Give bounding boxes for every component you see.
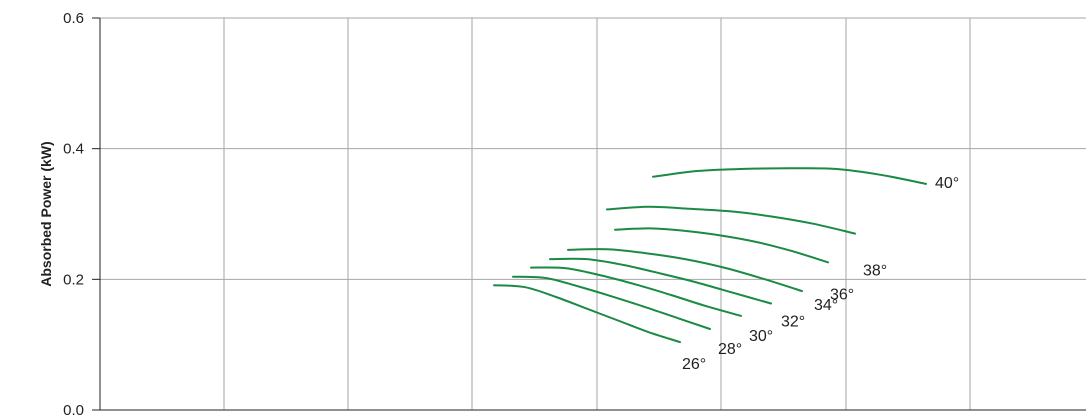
y-axis-label: Absorbed Power (kW) [38,141,54,286]
curve-label-36-deg: 36° [830,286,854,303]
curve-label-40-deg: 40° [935,175,959,192]
power-curves [493,167,927,344]
y-tick-label: 0.6 [63,10,84,27]
axes [92,17,1086,411]
curve-label-38-deg: 38° [863,263,887,280]
curve-30-deg [530,266,742,317]
curve-labels: 26° 28° 30° 32° 34°36° 38° 40° [682,175,959,373]
curve-label-32-deg: 32° [781,314,805,331]
curve-26-deg [493,284,681,344]
curve-34-deg [567,248,803,293]
curve-label-28-deg: 28° [718,341,742,358]
curve-28-deg [512,275,711,330]
y-tick-label: 0.4 [63,141,84,158]
curve-label-26-deg: 26° [682,356,706,373]
curve-40-deg [652,167,927,185]
curve-label-34-deg: 34° [814,297,838,314]
y-tick-label: 0.0 [63,402,84,418]
vertical-gridlines [223,18,971,410]
horizontal-gridlines [100,17,1086,280]
curve-38-deg [606,205,856,235]
curve-32-deg [549,257,772,305]
y-tick-labels: 0.0 0.2 0.4 0.6 [63,10,84,418]
curve-36-deg [614,227,829,264]
y-tick-label: 0.2 [63,271,84,288]
curve-label-30-deg: 30° [749,328,773,345]
